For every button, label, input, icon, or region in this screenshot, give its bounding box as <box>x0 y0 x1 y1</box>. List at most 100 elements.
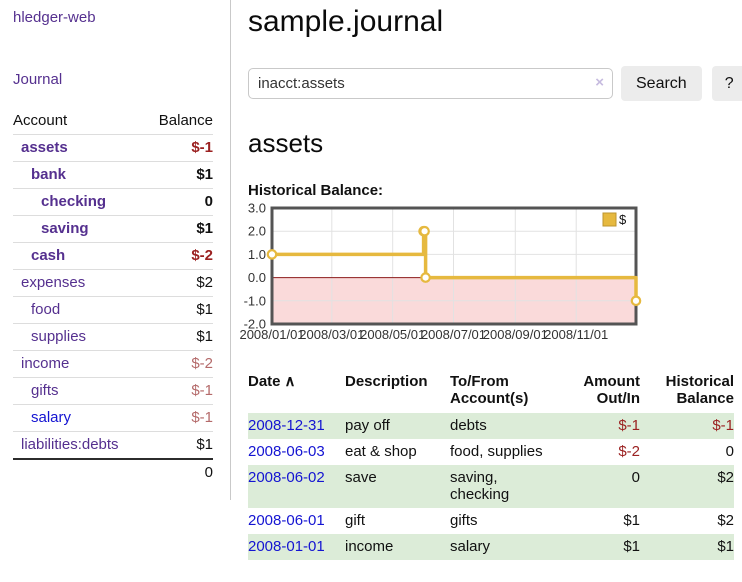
plot-border <box>270 206 638 326</box>
register-row: 2008-06-02 save saving, checking 0 $2 <box>248 465 734 508</box>
data-point-marker <box>420 272 431 283</box>
account-balance: 0 <box>145 188 213 216</box>
register-header-date[interactable]: Date ∧ <box>248 373 296 390</box>
accounts-total-balance: 0 <box>145 458 213 486</box>
transaction-date-link[interactable]: 2008-06-02 <box>248 469 325 486</box>
y-tick-label: 1.0 <box>248 247 266 262</box>
x-tick-label: 2008/07/01 <box>421 327 486 342</box>
chart-title: Historical Balance: <box>248 182 384 199</box>
sidebar-account-row: saving $1 <box>13 215 213 243</box>
y-tick-label: -2.0 <box>244 317 266 332</box>
x-tick-label: 2008/09/01 <box>483 327 548 342</box>
register-row: 2008-06-01 gift gifts $1 $2 <box>248 508 734 534</box>
transaction-balance: 0 <box>725 443 734 460</box>
account-link[interactable]: saving <box>41 220 89 237</box>
transaction-balance: $-1 <box>712 417 734 434</box>
accounts-header-balance: Balance <box>145 108 213 135</box>
transaction-accounts: saving, checking <box>450 469 510 503</box>
account-balance: $1 <box>145 323 213 351</box>
transaction-amount: $1 <box>623 538 640 555</box>
transaction-accounts: food, supplies <box>450 443 543 460</box>
account-link[interactable]: checking <box>41 193 107 210</box>
x-tick-label: 2008/11/01 <box>544 327 608 342</box>
account-link[interactable]: bank <box>31 166 67 183</box>
chart-legend: $ <box>602 212 627 227</box>
account-link[interactable]: expenses <box>21 274 86 291</box>
account-link[interactable]: liabilities:debts <box>21 436 119 453</box>
account-link[interactable]: food <box>31 301 61 318</box>
sidebar-account-row: food $1 <box>13 296 213 324</box>
account-balance: $-2 <box>145 242 213 270</box>
accounts-header-account: Account <box>13 108 146 135</box>
sidebar-account-row: income $-2 <box>13 350 213 378</box>
account-heading: assets <box>248 128 324 158</box>
transaction-date-link[interactable]: 2008-06-03 <box>248 443 325 460</box>
transaction-description: pay off <box>345 417 390 434</box>
account-link[interactable]: gifts <box>31 382 59 399</box>
register-header-balance: Historical Balance <box>665 373 734 407</box>
sidebar-account-row: checking 0 <box>13 188 213 216</box>
account-balance: $-1 <box>145 377 213 405</box>
app-layout: hledger-web Journal Account Balance asse… <box>0 0 742 560</box>
sidebar-accounts-body: assets $-1 bank $1 checking 0 saving $1 cash $-2 e… <box>13 134 213 460</box>
sidebar-account-row: gifts $-1 <box>13 377 213 405</box>
account-balance: $1 <box>145 215 213 243</box>
register-header-description: Description <box>345 373 428 390</box>
account-balance: $-1 <box>145 134 213 162</box>
transaction-balance: $2 <box>717 512 734 529</box>
account-link[interactable]: cash <box>31 247 66 264</box>
transaction-description: income <box>345 538 394 555</box>
search-button[interactable]: Search <box>621 66 702 101</box>
account-link[interactable]: income <box>21 355 70 372</box>
account-balance: $1 <box>145 431 213 460</box>
brand-link[interactable]: hledger-web <box>13 9 96 26</box>
clear-search-icon[interactable]: × <box>595 74 604 91</box>
sidebar: hledger-web Journal Account Balance asse… <box>0 0 231 500</box>
transaction-accounts: salary <box>450 538 491 555</box>
transaction-description: eat & shop <box>345 443 417 460</box>
transaction-date-link[interactable]: 2008-12-31 <box>248 417 325 434</box>
transaction-amount: $-2 <box>618 443 640 460</box>
main-content: sample.journal × Search ? assets Histori… <box>231 0 742 560</box>
y-tick-label: 0.0 <box>248 270 266 285</box>
x-tick-label: 2008/05/01 <box>360 327 425 342</box>
register-row: 2008-12-31 pay off debts $-1 $-1 <box>248 413 734 439</box>
data-point-marker <box>419 225 430 237</box>
legend-swatch <box>602 212 617 227</box>
y-tick-label: 2.0 <box>248 224 266 239</box>
search-input[interactable] <box>248 68 613 99</box>
legend-label: $ <box>619 212 627 227</box>
data-point-marker <box>266 249 278 260</box>
y-tick-label: -1.0 <box>244 293 266 308</box>
sidebar-account-row: supplies $1 <box>13 323 213 351</box>
transaction-date-link[interactable]: 2008-01-01 <box>248 538 325 555</box>
transaction-amount: $1 <box>623 512 640 529</box>
transaction-amount: 0 <box>631 469 640 486</box>
transaction-accounts: debts <box>450 417 487 434</box>
account-link[interactable]: salary <box>31 409 72 426</box>
search-box: × <box>248 68 613 99</box>
help-button[interactable]: ? <box>711 66 742 101</box>
register-row: 2008-01-01 income salary $1 $1 <box>248 534 734 560</box>
sidebar-account-row: salary $-1 <box>13 404 213 432</box>
sidebar-account-row: liabilities:debts $1 <box>13 431 213 460</box>
accounts-table: Account Balance assets $-1 bank $1 checking 0… <box>13 108 213 486</box>
search-row: × Search ? <box>248 66 742 101</box>
register-header-accounts: To/From Account(s) <box>450 373 529 407</box>
register-header-amount: Amount Out/In <box>583 373 640 407</box>
transaction-balance: $1 <box>717 538 734 555</box>
sort-ascending-icon: ∧ <box>284 373 296 390</box>
transaction-date-link[interactable]: 2008-06-01 <box>248 512 325 529</box>
account-balance: $2 <box>145 269 213 297</box>
transaction-description: save <box>345 469 377 486</box>
y-tick-label: 3.0 <box>248 201 266 216</box>
transaction-amount: $-1 <box>618 417 640 434</box>
x-tick-label: 2008/01/01 <box>239 327 304 342</box>
accounts-header-row: Account Balance <box>13 108 213 135</box>
account-link[interactable]: supplies <box>31 328 87 345</box>
register-header-row: Date ∧ Description To/From Account(s) Amo… <box>248 373 734 413</box>
transaction-balance: $2 <box>717 469 734 486</box>
account-link[interactable]: assets <box>21 139 68 156</box>
account-balance: $1 <box>145 296 213 324</box>
sidebar-item-journal[interactable]: Journal <box>13 71 63 88</box>
